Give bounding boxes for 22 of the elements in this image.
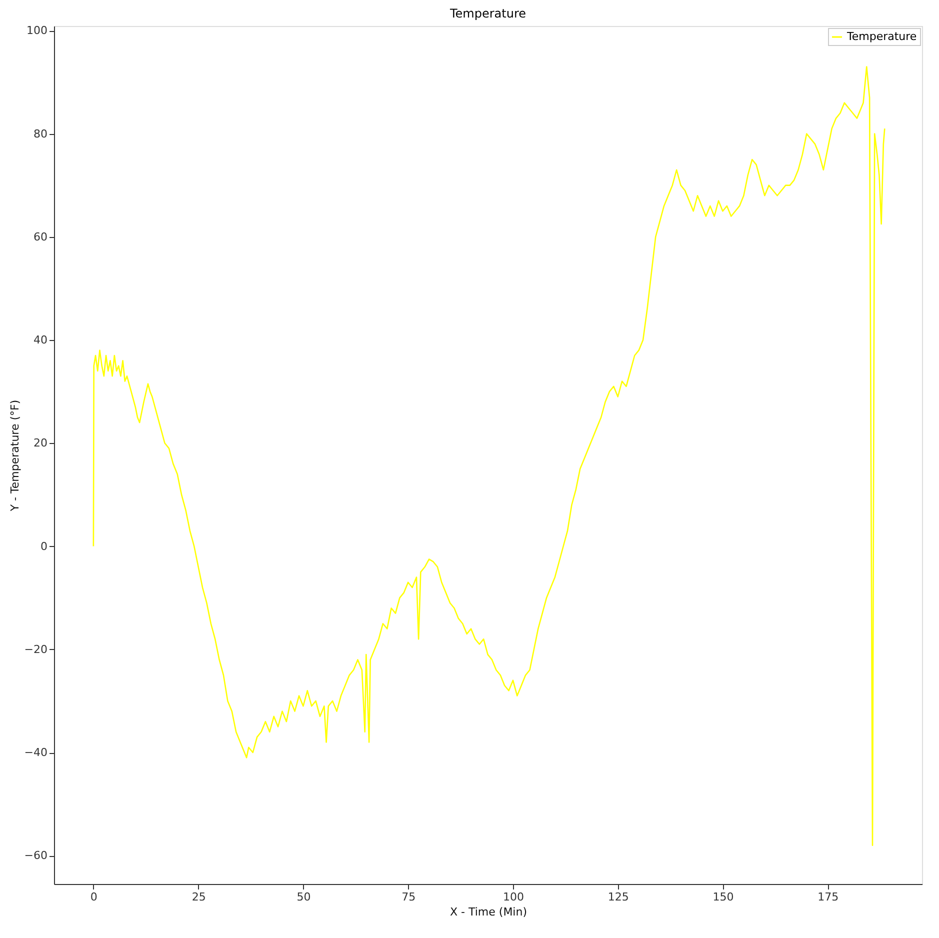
x-tick-label: 25 <box>192 890 206 904</box>
chart-title: Temperature <box>448 6 526 21</box>
x-tick-label: 125 <box>608 890 629 904</box>
y-tick-label: 40 <box>34 334 48 347</box>
line-series <box>92 66 886 846</box>
y-tick-label: 0 <box>40 540 48 553</box>
x-tick-label: 150 <box>712 890 734 904</box>
y-tick-label: 20 <box>34 436 48 450</box>
x-tick-label: 50 <box>296 890 311 904</box>
legend-label: Temperature <box>846 30 917 43</box>
y-tick-label: −40 <box>24 746 48 760</box>
y-tick-label: −20 <box>24 642 48 656</box>
y-tick-label: 80 <box>34 127 48 140</box>
x-tick-label: 0 <box>90 890 98 904</box>
y-tick-label: −60 <box>24 849 48 862</box>
y-tick-label: 100 <box>26 24 48 38</box>
x-tick-label: 100 <box>502 890 524 904</box>
y-tick-label: 60 <box>34 230 48 244</box>
y-axis-title: Y - Temperature (°F) <box>8 400 22 512</box>
x-axis-title: X - Time (Min) <box>450 906 528 918</box>
x-tick-label: 175 <box>818 890 839 904</box>
x-tick-label: 75 <box>402 890 416 904</box>
